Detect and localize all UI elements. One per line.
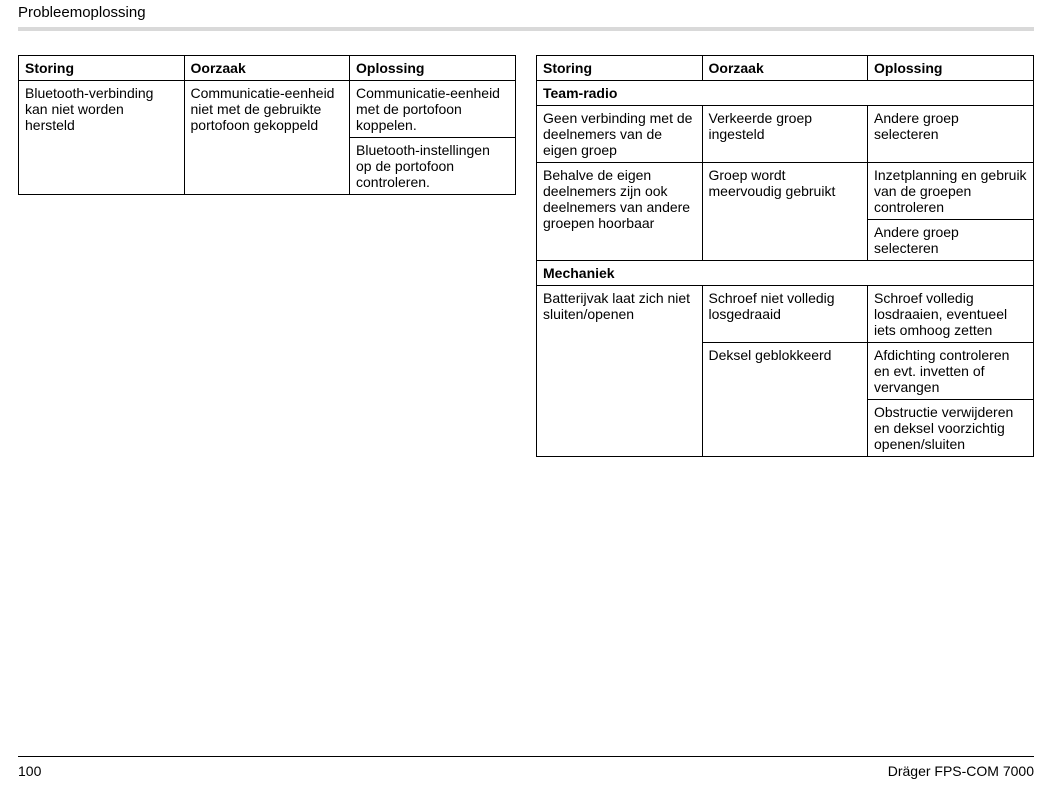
- section-label: Mechaniek: [537, 261, 1034, 286]
- col-header-storing: Storing: [537, 56, 703, 81]
- cell-oorzaak: Verkeerde groep ingesteld: [702, 106, 868, 163]
- col-header-oplossing: Oplossing: [350, 56, 516, 81]
- section-label: Team-radio: [537, 81, 1034, 106]
- col-header-oorzaak: Oorzaak: [184, 56, 350, 81]
- section-row: Team-radio: [537, 81, 1034, 106]
- cell-oplossing: Communicatie-eenheid met de portofoon ko…: [350, 81, 516, 138]
- cell-oplossing: Obstructie verwijderen en deksel voorzic…: [868, 400, 1034, 457]
- cell-storing: Batterijvak laat zich niet sluiten/opene…: [537, 286, 703, 457]
- cell-oplossing: Andere groep selecteren: [868, 220, 1034, 261]
- cell-oplossing: Bluetooth-instellingen op de portofoon c…: [350, 138, 516, 195]
- cell-oplossing: Andere groep selecteren: [868, 106, 1034, 163]
- col-header-oorzaak: Oorzaak: [702, 56, 868, 81]
- cell-oorzaak: Communicatie-eenheid niet met de gebruik…: [184, 81, 350, 195]
- table-header-row: Storing Oorzaak Oplossing: [537, 56, 1034, 81]
- cell-oorzaak: Groep wordt meervoudig gebruikt: [702, 163, 868, 261]
- cell-oplossing: Inzetplanning en gebruik van de groepen …: [868, 163, 1034, 220]
- cell-oplossing: Schroef volledig losdraaien, eventueel i…: [868, 286, 1034, 343]
- cell-oorzaak: Deksel geblokkeerd: [702, 343, 868, 457]
- section-row: Mechaniek: [537, 261, 1034, 286]
- cell-storing: Bluetooth-verbinding kan niet worden her…: [19, 81, 185, 195]
- page-footer: 100 Dräger FPS-COM 7000: [18, 756, 1034, 779]
- content-columns: Storing Oorzaak Oplossing Bluetooth-verb…: [18, 55, 1034, 457]
- page-title: Probleemoplossing: [18, 0, 1034, 27]
- cell-storing: Geen verbinding met de deelnemers van de…: [537, 106, 703, 163]
- cell-oorzaak: Schroef niet volledig losgedraaid: [702, 286, 868, 343]
- table-row: Geen verbinding met de deelnemers van de…: [537, 106, 1034, 163]
- cell-storing: Behalve de eigen deelnemers zijn ook dee…: [537, 163, 703, 261]
- table-row: Batterijvak laat zich niet sluiten/opene…: [537, 286, 1034, 343]
- left-column: Storing Oorzaak Oplossing Bluetooth-verb…: [18, 55, 516, 457]
- right-column: Storing Oorzaak Oplossing Team-radio Gee…: [536, 55, 1034, 457]
- table-row: Behalve de eigen deelnemers zijn ook dee…: [537, 163, 1034, 220]
- product-name: Dräger FPS-COM 7000: [888, 763, 1034, 779]
- page: Probleemoplossing Storing Oorzaak Oploss…: [0, 0, 1052, 789]
- col-header-storing: Storing: [19, 56, 185, 81]
- right-table: Storing Oorzaak Oplossing Team-radio Gee…: [536, 55, 1034, 457]
- col-header-oplossing: Oplossing: [868, 56, 1034, 81]
- header-rule: [18, 27, 1034, 31]
- page-number: 100: [18, 763, 41, 779]
- cell-oplossing: Afdichting controleren en evt. invetten …: [868, 343, 1034, 400]
- left-table: Storing Oorzaak Oplossing Bluetooth-verb…: [18, 55, 516, 195]
- table-header-row: Storing Oorzaak Oplossing: [19, 56, 516, 81]
- table-row: Bluetooth-verbinding kan niet worden her…: [19, 81, 516, 138]
